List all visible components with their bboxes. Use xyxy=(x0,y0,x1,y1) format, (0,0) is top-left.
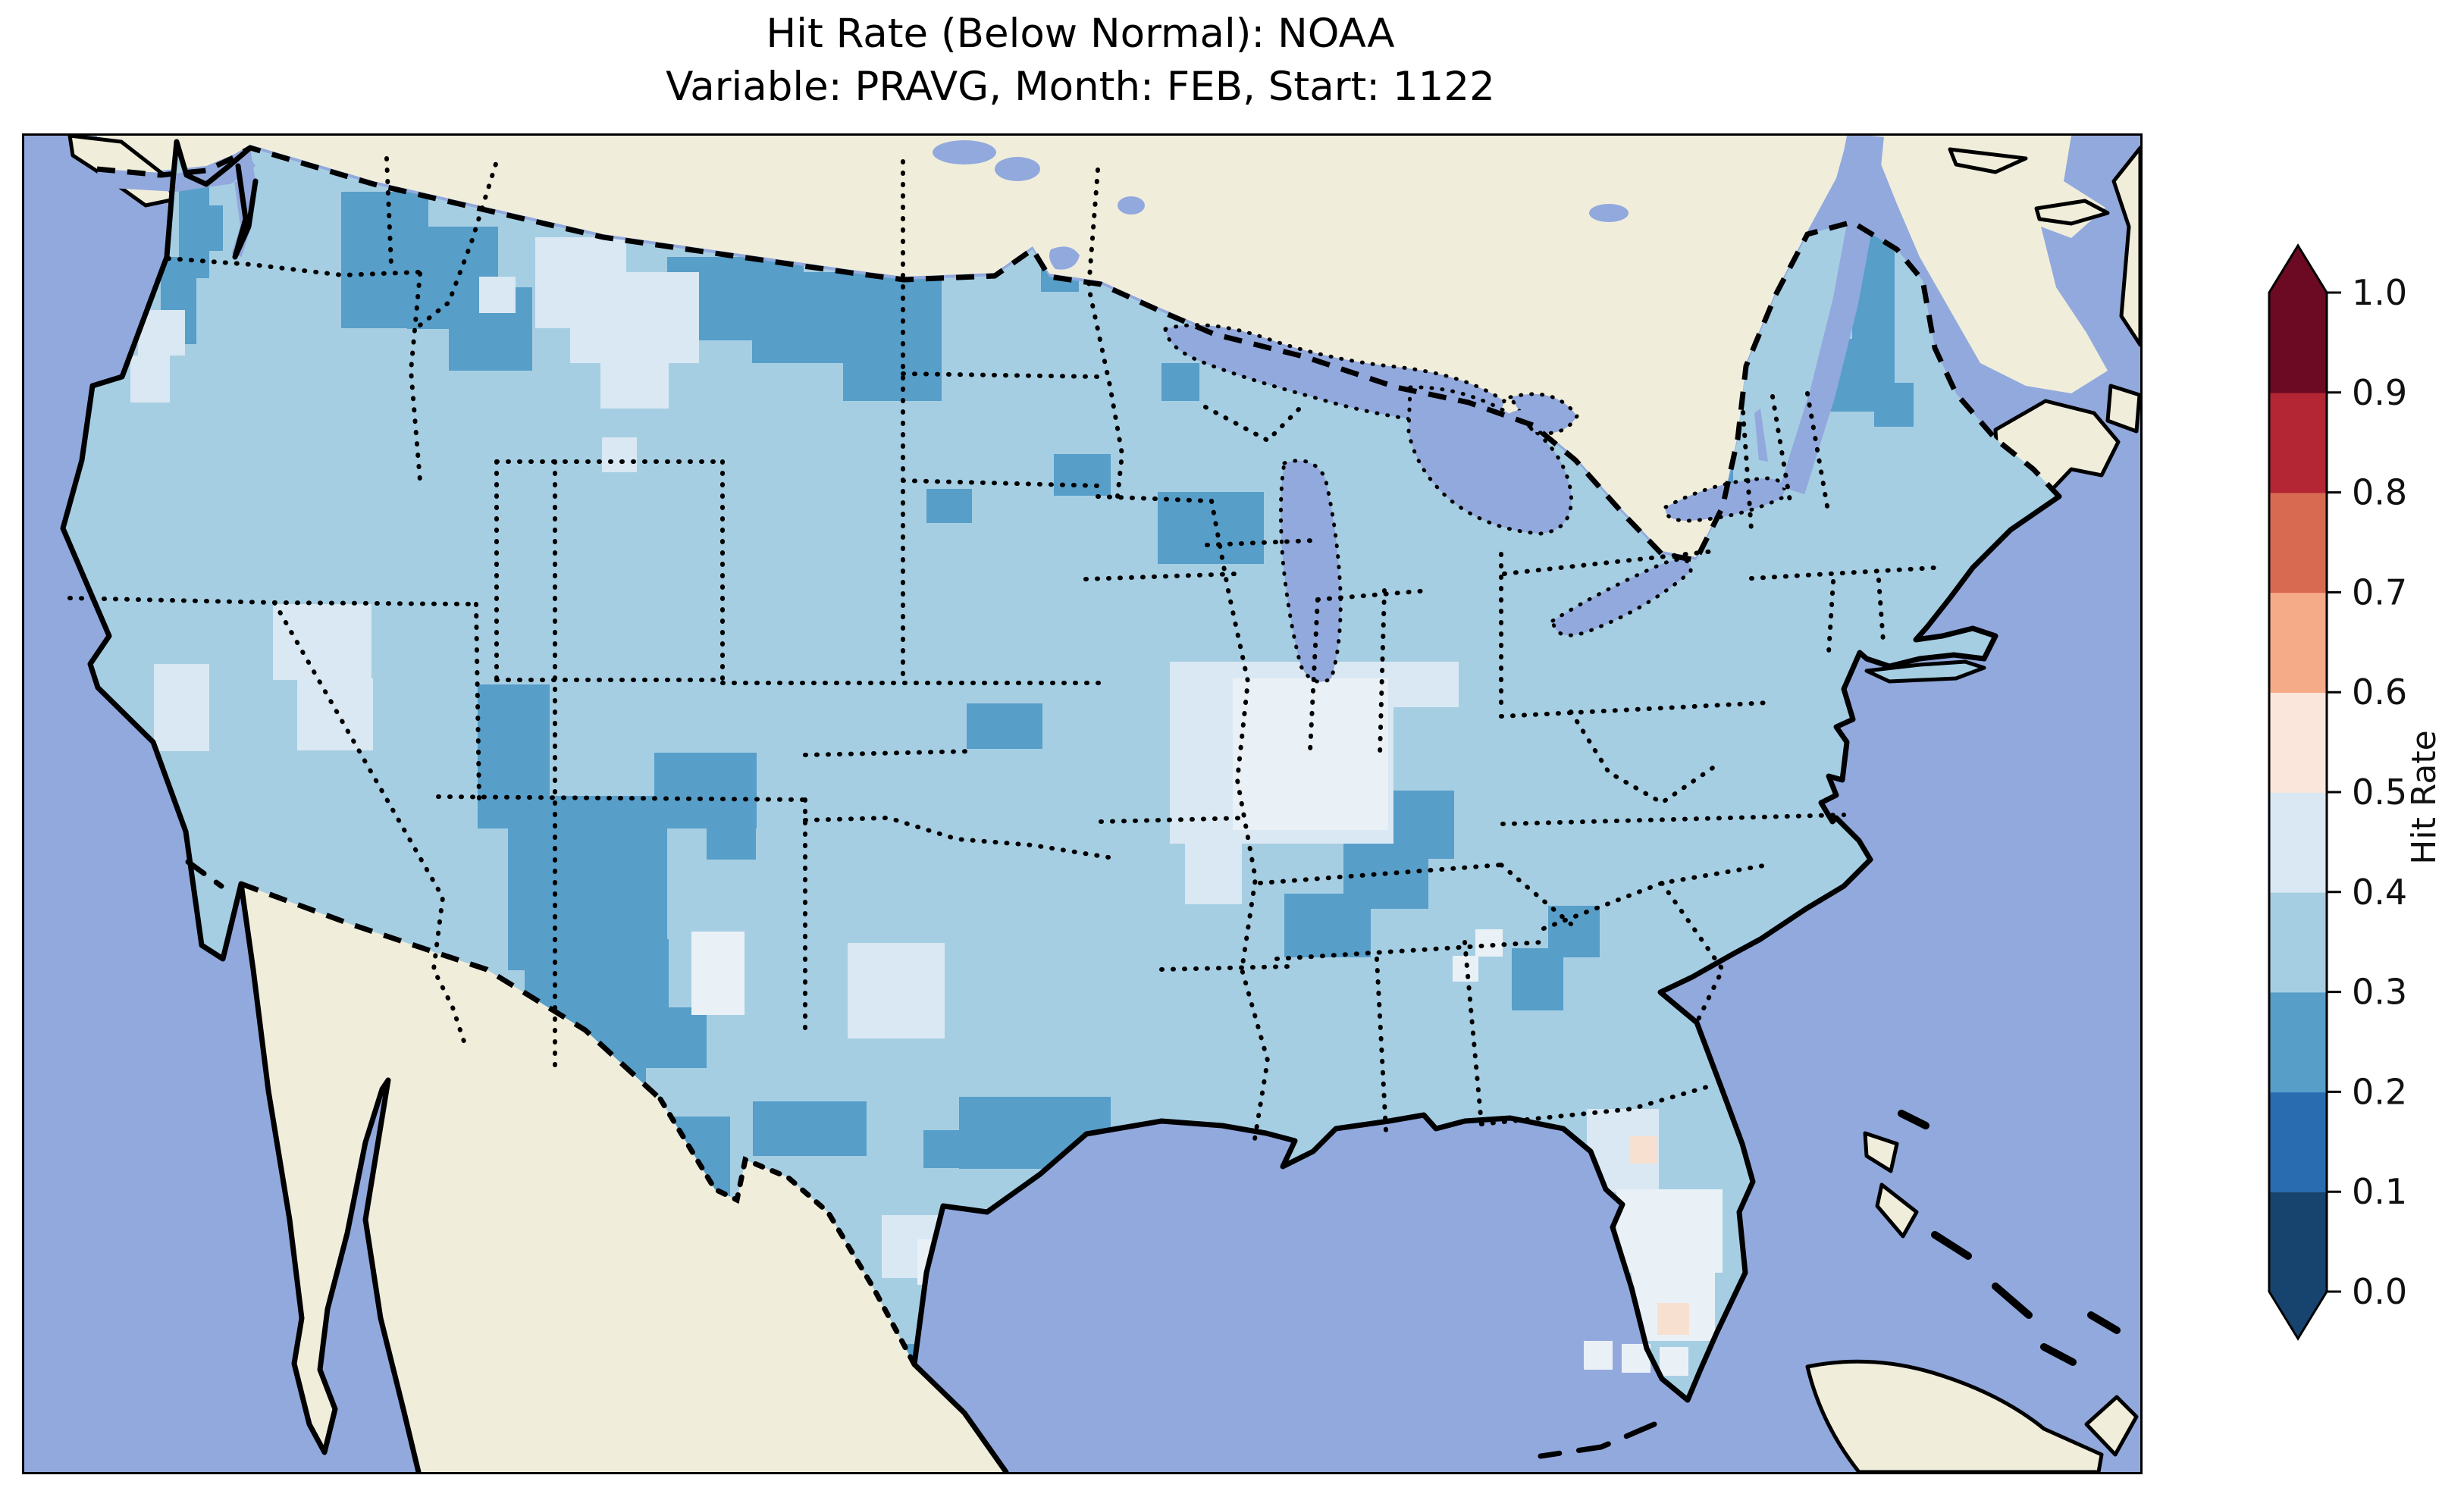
hit-rate-cell-pale xyxy=(154,664,209,751)
colorbar-tick-label: 1.0 xyxy=(2352,272,2407,313)
hit-rate-cell-pale xyxy=(600,355,669,409)
hit-rate-cell-dark xyxy=(926,489,972,523)
colorbar-extend-over-triangle xyxy=(2269,246,2327,293)
colorbar-segment xyxy=(2269,992,2327,1093)
hit-rate-cell-dark xyxy=(623,1007,707,1068)
colorbar-segment xyxy=(2269,692,2327,793)
hit-rate-cell-dark xyxy=(1512,948,1563,1010)
colorbar-segment xyxy=(2269,1092,2327,1192)
colorbar-ticks: 1.0 0.9 0.8 0.7 0.6 0.5 0.4 0.3 0.2 0.1 0.0 xyxy=(2327,272,2407,1312)
plot-title: Hit Rate (Below Normal): NOAA Variable: … xyxy=(0,8,2161,114)
colorbar-axis-label: Hit Rate xyxy=(2405,730,2444,864)
lake-winnipeg-pond xyxy=(933,140,996,164)
hit-rate-cell-dark xyxy=(753,1101,867,1156)
canada-pond-3 xyxy=(1589,204,1629,222)
colorbar-tick-label: 0.7 xyxy=(2352,572,2407,612)
colorbar-extend-under-triangle xyxy=(2269,1292,2327,1339)
canada-pond-2 xyxy=(1118,196,1145,215)
hit-rate-cell-keys xyxy=(1584,1341,1613,1370)
hit-rate-cell-dark xyxy=(707,810,756,860)
colorbar-tick-label: 0.0 xyxy=(2352,1271,2407,1312)
hit-rate-cell-peach xyxy=(1657,1303,1689,1335)
colorbar-tick-label: 0.4 xyxy=(2352,872,2407,913)
hit-rate-cell-white xyxy=(691,932,745,1015)
hit-rate-cell-pale xyxy=(1389,662,1459,707)
canada-pond-1 xyxy=(995,157,1040,181)
hit-rate-cell-pale xyxy=(297,678,373,750)
map-panel xyxy=(22,133,2143,1474)
colorbar-segment xyxy=(2269,892,2327,993)
hit-rate-cell-dark xyxy=(1054,454,1111,496)
colorbar-tick-label: 0.1 xyxy=(2352,1171,2407,1212)
hit-rate-cell-dark xyxy=(202,205,223,251)
hit-rate-cell-dark xyxy=(1161,363,1199,401)
colorbar-segment xyxy=(2269,1192,2327,1292)
colorbar-segments xyxy=(2269,293,2327,1292)
hit-rate-cell-dark xyxy=(843,340,942,401)
hit-rate-cell-pale xyxy=(1185,844,1242,904)
colorbar-tick-label: 0.6 xyxy=(2352,672,2407,713)
hit-rate-cell-pale xyxy=(479,277,516,313)
colorbar-tick-label: 0.8 xyxy=(2352,472,2407,513)
hit-rate-cell-white xyxy=(1616,1189,1723,1273)
plot-title-line2: Variable: PRAVG, Month: FEB, Start: 1122 xyxy=(0,61,2161,114)
colorbar-tick-label: 0.9 xyxy=(2352,372,2407,413)
colorbar-tick-label: 0.2 xyxy=(2352,1071,2407,1112)
colorbar-segment xyxy=(2269,493,2327,594)
hit-rate-cell-peach xyxy=(1629,1136,1657,1164)
hit-rate-cell-dark xyxy=(1284,894,1371,957)
hit-rate-cell-white xyxy=(1475,929,1503,957)
colorbar-segment xyxy=(2269,293,2327,393)
hit-rate-cell-pale xyxy=(130,355,170,402)
colorbar-segment xyxy=(2269,792,2327,893)
hit-rate-cell-dark xyxy=(923,1130,961,1168)
hit-rate-cell-dark xyxy=(1874,383,1914,427)
conus-map xyxy=(24,136,2140,1472)
hit-rate-cell-dark xyxy=(967,703,1042,749)
figure-root: Hit Rate (Below Normal): NOAA Variable: … xyxy=(0,0,2464,1494)
plot-title-line1: Hit Rate (Below Normal): NOAA xyxy=(0,8,2161,61)
colorbar: 1.0 0.9 0.8 0.7 0.6 0.5 0.4 0.3 0.2 0.1 0.0 Hit Ra… xyxy=(2244,227,2464,1380)
colorbar-segment xyxy=(2269,393,2327,493)
hit-rate-cell-pale xyxy=(273,604,371,680)
colorbar-tick-label: 0.3 xyxy=(2352,972,2407,1013)
hit-rate-cell-white xyxy=(1453,956,1478,982)
hit-rate-cell-keys xyxy=(1660,1347,1688,1376)
colorbar-tick-label: 0.5 xyxy=(2352,772,2407,813)
hit-rate-cell-pale xyxy=(848,943,945,1038)
hit-rate-cell-pale xyxy=(570,272,699,363)
hit-rate-cell-pale xyxy=(602,437,637,472)
colorbar-segment xyxy=(2269,592,2327,693)
